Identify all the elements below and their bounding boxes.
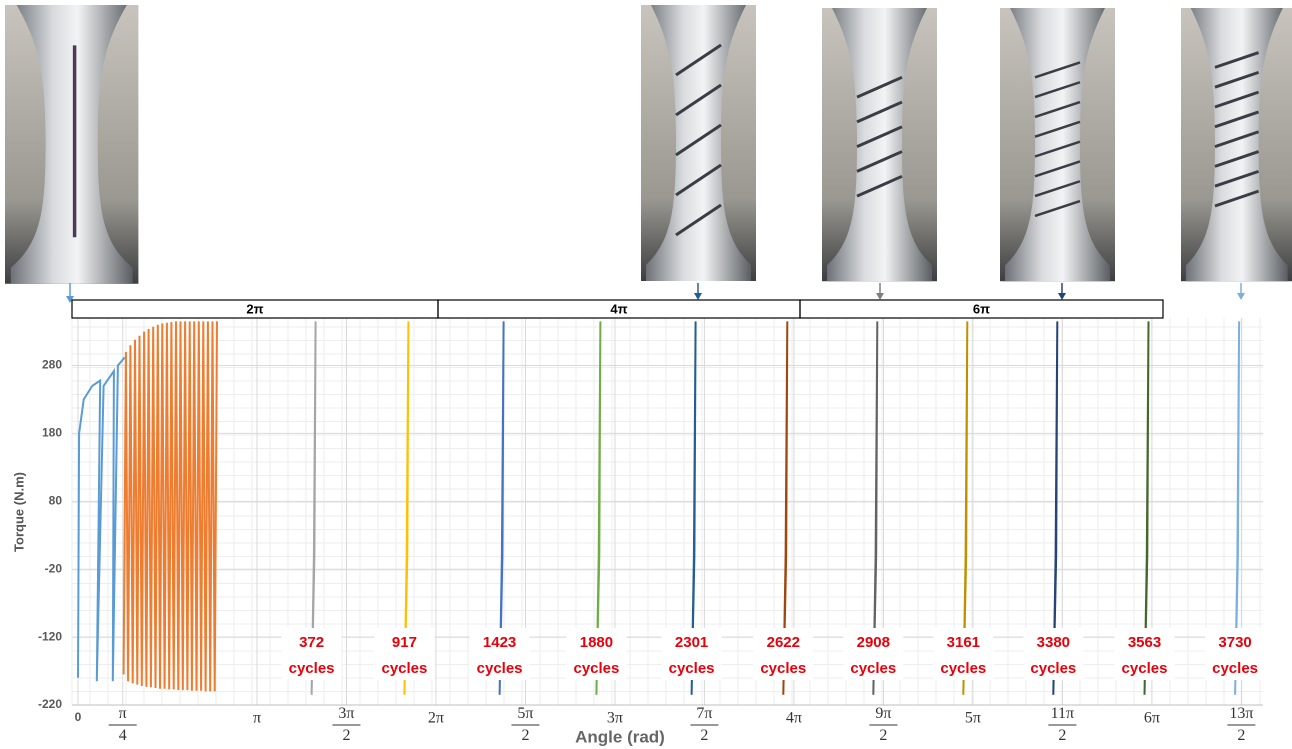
fraction-denominator: 2 — [342, 727, 350, 744]
label-background — [753, 628, 814, 680]
bracket — [799, 299, 1164, 319]
fraction-numerator: 13π — [1229, 705, 1253, 722]
label-background — [843, 628, 904, 680]
bracket-label: 4π — [610, 301, 627, 316]
series-line — [77, 356, 126, 682]
fraction-numerator: 11π — [1051, 705, 1074, 722]
label-background — [281, 628, 342, 680]
cycle-label: 3730 — [1218, 634, 1251, 651]
photos — [5, 5, 1292, 284]
label-background — [661, 628, 722, 680]
series-line — [1234, 321, 1241, 695]
photo — [1181, 8, 1292, 282]
x-tick-label: 3π 2 — [338, 705, 354, 744]
cycle-label: cycles — [1030, 660, 1076, 677]
fraction-denominator: 2 — [1058, 727, 1066, 744]
series-line — [690, 321, 697, 695]
bracket-label: 2π — [246, 301, 263, 316]
x-tick-label: 3π — [607, 710, 623, 727]
cycle-label: 1423 — [483, 634, 516, 651]
fraction-numerator: 7π — [696, 705, 712, 722]
cycle-label: cycles — [289, 660, 335, 677]
cycle-label: 2622 — [767, 634, 800, 651]
label-background — [566, 628, 627, 680]
cycle-label: 372 — [299, 634, 324, 651]
cycle-label: cycles — [1212, 660, 1258, 677]
photo — [822, 8, 937, 282]
label-background — [469, 628, 530, 680]
series-line — [595, 321, 602, 695]
x-tick-label: 6π — [1144, 710, 1160, 727]
x-tick-label: 4π — [786, 710, 802, 727]
cycle-label: cycles — [573, 660, 619, 677]
fraction-numerator: 5π — [517, 705, 533, 722]
cycle-label: cycles — [669, 660, 715, 677]
label-background — [374, 628, 435, 680]
x-tick-label: 11π 2 — [1051, 705, 1074, 744]
cycle-label: cycles — [381, 660, 427, 677]
x-tick-label: 13π 2 — [1229, 705, 1253, 744]
fraction-denominator: 2 — [1237, 727, 1245, 744]
cycle-label: 2908 — [857, 634, 890, 651]
fraction-denominator: 2 — [521, 727, 529, 744]
x-tick-label: 9π 2 — [875, 705, 891, 744]
series-line — [962, 321, 969, 695]
cycle-label: 1880 — [580, 634, 613, 651]
photo — [1000, 8, 1115, 282]
bracket-label: 6π — [973, 301, 990, 316]
label-background — [1205, 628, 1266, 680]
y-axis-title: Torque (N.m) — [11, 472, 26, 552]
x-tick-label: 5π — [965, 710, 981, 727]
x-tick-label: 0 — [75, 710, 82, 724]
cycle-label: 3380 — [1037, 634, 1070, 651]
series-line — [122, 321, 218, 692]
series-line — [403, 321, 410, 695]
fraction-numerator: 3π — [338, 705, 354, 722]
series-line — [872, 321, 879, 695]
x-tick-label: π — [253, 710, 261, 727]
cycle-label: 3563 — [1128, 634, 1161, 651]
photo — [641, 5, 756, 281]
fraction-denominator: 2 — [879, 727, 887, 744]
y-tick-label: -220 — [38, 697, 62, 711]
label-background — [933, 628, 994, 680]
arrows — [66, 283, 1245, 303]
cycle-label: 3161 — [947, 634, 980, 651]
x-tick-label: 7π 2 — [696, 705, 712, 744]
cycle-label: cycles — [940, 660, 986, 677]
cycle-label: 917 — [392, 634, 417, 651]
label-background — [1023, 628, 1084, 680]
series-line — [310, 321, 317, 695]
cycle-label: cycles — [760, 660, 806, 677]
y-tick-label: -120 — [38, 629, 62, 643]
cycle-label: 2301 — [675, 634, 708, 651]
y-tick-label: 280 — [42, 358, 62, 372]
y-tick-label: -20 — [45, 561, 63, 575]
fraction-numerator: π — [119, 705, 127, 722]
x-tick-label: 2π — [428, 710, 444, 727]
series-line — [1143, 321, 1150, 695]
series-line — [498, 321, 505, 695]
cycle-label: cycles — [477, 660, 523, 677]
photo — [5, 5, 139, 284]
cycle-label: cycles — [1122, 660, 1168, 677]
fraction-numerator: 9π — [875, 705, 891, 722]
y-tick-label: 80 — [49, 493, 63, 507]
fraction-denominator: 4 — [119, 727, 127, 744]
x-tick-label: 5π 2 — [517, 705, 533, 744]
fraction-denominator: 2 — [700, 727, 708, 744]
series-line — [782, 321, 789, 695]
label-background — [1114, 628, 1175, 680]
y-tick-label: 180 — [42, 426, 62, 440]
series-line — [1052, 321, 1059, 695]
x-axis-title: Angle (rad) — [575, 727, 665, 746]
cycle-label: cycles — [850, 660, 896, 677]
